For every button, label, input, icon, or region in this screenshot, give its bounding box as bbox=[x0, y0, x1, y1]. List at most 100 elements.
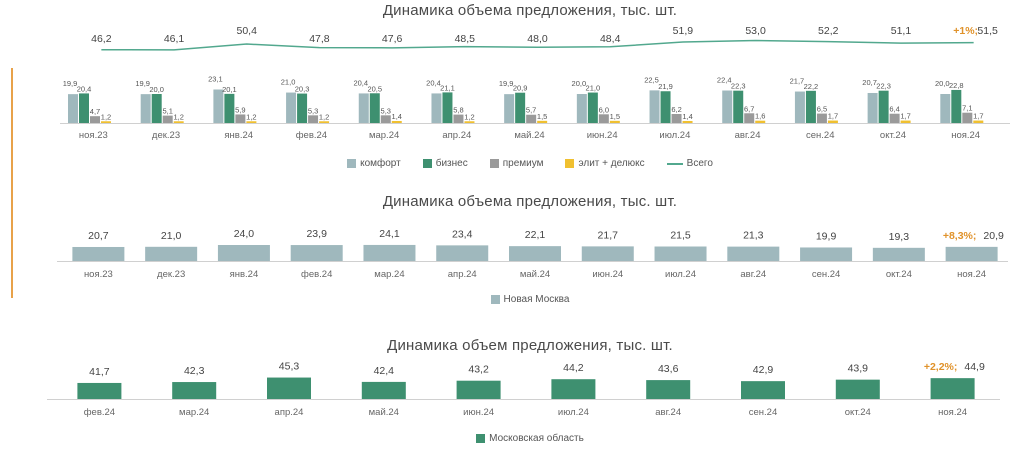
chart2-bar-ноя-24 bbox=[945, 246, 998, 261]
chart1-bar-премиум-окт-24 bbox=[889, 113, 900, 123]
chart1-bar-комфорт-ноя-23 bbox=[68, 94, 78, 123]
chart1-value-комфорт-май-24: 19,9 bbox=[499, 79, 514, 88]
chart1-bar-бизнес-окт-24 bbox=[878, 90, 889, 123]
chart1-value-премиум-мар-24: 5,3 bbox=[381, 106, 391, 115]
chart3-bar-фев-24 bbox=[77, 382, 122, 399]
chart1-bar-комфорт-июн-24 bbox=[576, 94, 587, 123]
chart1-value-комфорт-дек-23: 19,9 bbox=[135, 79, 150, 88]
chart2-tick-ноя-24: ноя.24 bbox=[957, 269, 986, 280]
chart3-legend: Московская область bbox=[0, 433, 1024, 444]
chart1-bar-бизнес-ноя-24 bbox=[951, 89, 962, 123]
chart1-value-элит-делюкс-июн-24: 1,5 bbox=[610, 112, 620, 121]
chart1-bar-бизнес-янв-24 bbox=[224, 93, 235, 123]
chart1-value-премиум-апр-24: 5,8 bbox=[453, 106, 463, 115]
chart1-total-value-июн-24: 48,4 bbox=[600, 33, 621, 45]
chart2-value-сен-24: 19,9 bbox=[816, 230, 837, 242]
chart1-bar-комфорт-фев-24 bbox=[286, 92, 297, 123]
chart2-tick-сен-24: сен.24 bbox=[812, 269, 841, 280]
chart1-tick-июл-24: июл.24 bbox=[659, 130, 690, 141]
chart2-value-май-24: 22,1 bbox=[525, 229, 546, 241]
chart1-value-бизнес-дек-23: 20,0 bbox=[149, 85, 164, 94]
chart2-value-янв-24: 24,0 bbox=[234, 228, 255, 240]
chart2-tick-дек-23: дек.23 bbox=[157, 269, 185, 280]
chart3-tick-окт-24: окт.24 bbox=[845, 407, 871, 418]
chart3-value-май-24: 42,4 bbox=[374, 365, 395, 377]
chart1-bar-комфорт-май-24 bbox=[504, 94, 515, 123]
chart2-tick-май-24: май.24 bbox=[520, 269, 550, 280]
chart3-tick-апр-24: апр.24 bbox=[275, 407, 304, 418]
chart1-bar-элит-делюкс-апр-24 bbox=[464, 121, 475, 123]
chart1-total-value-мар-24: 47,6 bbox=[382, 33, 403, 45]
chart2-bar-апр-24 bbox=[436, 245, 489, 261]
chart3-value-авг-24: 43,6 bbox=[658, 363, 679, 375]
accent-bar bbox=[11, 68, 13, 298]
chart2-tick-авг-24: авг.24 bbox=[740, 269, 766, 280]
chart1-value-элит-делюкс-июл-24: 1,4 bbox=[682, 112, 692, 121]
chart1-value-премиум-фев-24: 5,3 bbox=[308, 106, 318, 115]
chart1-bar-премиум-апр-24 bbox=[453, 114, 464, 123]
chart1-total-value-янв-24: 50,4 bbox=[237, 25, 258, 37]
chart2-bar-дек-23 bbox=[145, 246, 198, 261]
chart1-total-value-окт-24: 51,1 bbox=[891, 25, 912, 37]
chart1-value-премиум-янв-24: 5,9 bbox=[235, 105, 245, 114]
chart1-bar-бизнес-июл-24 bbox=[660, 91, 671, 123]
chart2-value-ноя-24: 20,9 bbox=[983, 230, 1004, 242]
chart3-value-июл-24: 44,2 bbox=[563, 362, 584, 374]
chart2-legend: Новая Москва bbox=[0, 294, 1024, 305]
chart1-value-комфорт-ноя-24: 20,0 bbox=[935, 79, 950, 88]
chart1-tick-ноя-23: ноя.23 bbox=[79, 130, 108, 141]
chart2-annotation: +8,3%; bbox=[943, 230, 977, 242]
chart1-value-премиум-дек-23: 5,1 bbox=[162, 107, 172, 116]
chart1-plot: 19,920,44,71,2ноя.2319,920,05,11,2дек.23… bbox=[60, 25, 1010, 141]
chart1-value-бизнес-ноя-24: 22,8 bbox=[949, 81, 964, 90]
chart1-total-value-ноя-23: 46,2 bbox=[91, 33, 112, 45]
chart1-tick-фев-24: фев.24 bbox=[296, 130, 327, 141]
chart1-bar-комфорт-апр-24 bbox=[431, 93, 442, 123]
chart2-value-дек-23: 21,0 bbox=[161, 230, 182, 242]
chart1-bar-комфорт-дек-23 bbox=[140, 94, 151, 123]
chart2-value-июн-24: 21,7 bbox=[598, 229, 619, 241]
chart1-value-элит-делюкс-фев-24: 1,2 bbox=[319, 112, 329, 121]
chart1-tick-дек-23: дек.23 bbox=[152, 130, 180, 141]
legend-swatch bbox=[476, 434, 486, 443]
chart1-value-элит-делюкс-мар-24: 1,4 bbox=[392, 112, 402, 121]
chart1-value-комфорт-фев-24: 21,0 bbox=[281, 78, 296, 87]
chart1-legend-item-комфорт: комфорт bbox=[347, 158, 401, 169]
legend-swatch bbox=[489, 159, 499, 168]
chart1-value-бизнес-авг-24: 22,3 bbox=[731, 82, 746, 91]
chart3-tick-фев-24: фев.24 bbox=[84, 407, 115, 418]
chart1-bar-бизнес-мар-24 bbox=[369, 93, 380, 123]
chart2-value-апр-24: 23,4 bbox=[452, 228, 473, 240]
chart1-bar-бизнес-сен-24 bbox=[805, 90, 816, 123]
legend-swatch bbox=[422, 159, 432, 168]
chart1-bar-бизнес-апр-24 bbox=[442, 92, 453, 123]
chart3-value-сен-24: 42,9 bbox=[753, 364, 774, 376]
chart1-bar-премиум-июн-24 bbox=[598, 114, 609, 123]
chart2-tick-фев-24: фев.24 bbox=[301, 269, 332, 280]
chart1-value-комфорт-апр-24: 20,4 bbox=[426, 78, 441, 87]
chart3-bar-июн-24 bbox=[456, 380, 501, 399]
legend-swatch bbox=[565, 159, 575, 168]
legend-swatch bbox=[490, 295, 500, 304]
chart2-bar-сен-24 bbox=[800, 247, 853, 261]
chart1-value-бизнес-ноя-23: 20,4 bbox=[77, 84, 92, 93]
chart1-tick-окт-24: окт.24 bbox=[880, 130, 906, 141]
chart1-value-элит-делюкс-янв-24: 1,2 bbox=[246, 112, 256, 121]
chart1-value-премиум-авг-24: 6,7 bbox=[744, 104, 754, 113]
chart1-tick-ноя-24: ноя.24 bbox=[951, 130, 980, 141]
chart1-value-комфорт-июл-24: 22,5 bbox=[644, 75, 659, 84]
chart1-bar-элит-делюкс-янв-24 bbox=[246, 121, 257, 123]
chart1-value-элит-делюкс-ноя-24: 1,7 bbox=[973, 112, 983, 121]
chart1-legend: комфорт бизнес премиум элит + делюкс Всего bbox=[0, 158, 1024, 169]
chart1-value-бизнес-июл-24: 21,9 bbox=[658, 82, 673, 91]
chart3-bar-сен-24 bbox=[741, 381, 785, 399]
chart1-bar-комфорт-мар-24 bbox=[358, 93, 369, 123]
chart1-value-элит-делюкс-авг-24: 1,6 bbox=[755, 112, 765, 121]
chart2-value-авг-24: 21,3 bbox=[743, 230, 764, 242]
legend-label: Московская область bbox=[489, 433, 584, 444]
chart1-value-комфорт-сен-24: 21,7 bbox=[790, 77, 805, 86]
chart2-bar-фев-24 bbox=[290, 245, 343, 261]
chart1-bar-бизнес-июн-24 bbox=[587, 92, 598, 123]
chart1-bar-элит-делюкс-июн-24 bbox=[609, 120, 620, 123]
chart1-value-комфорт-окт-24: 20,7 bbox=[862, 78, 877, 87]
